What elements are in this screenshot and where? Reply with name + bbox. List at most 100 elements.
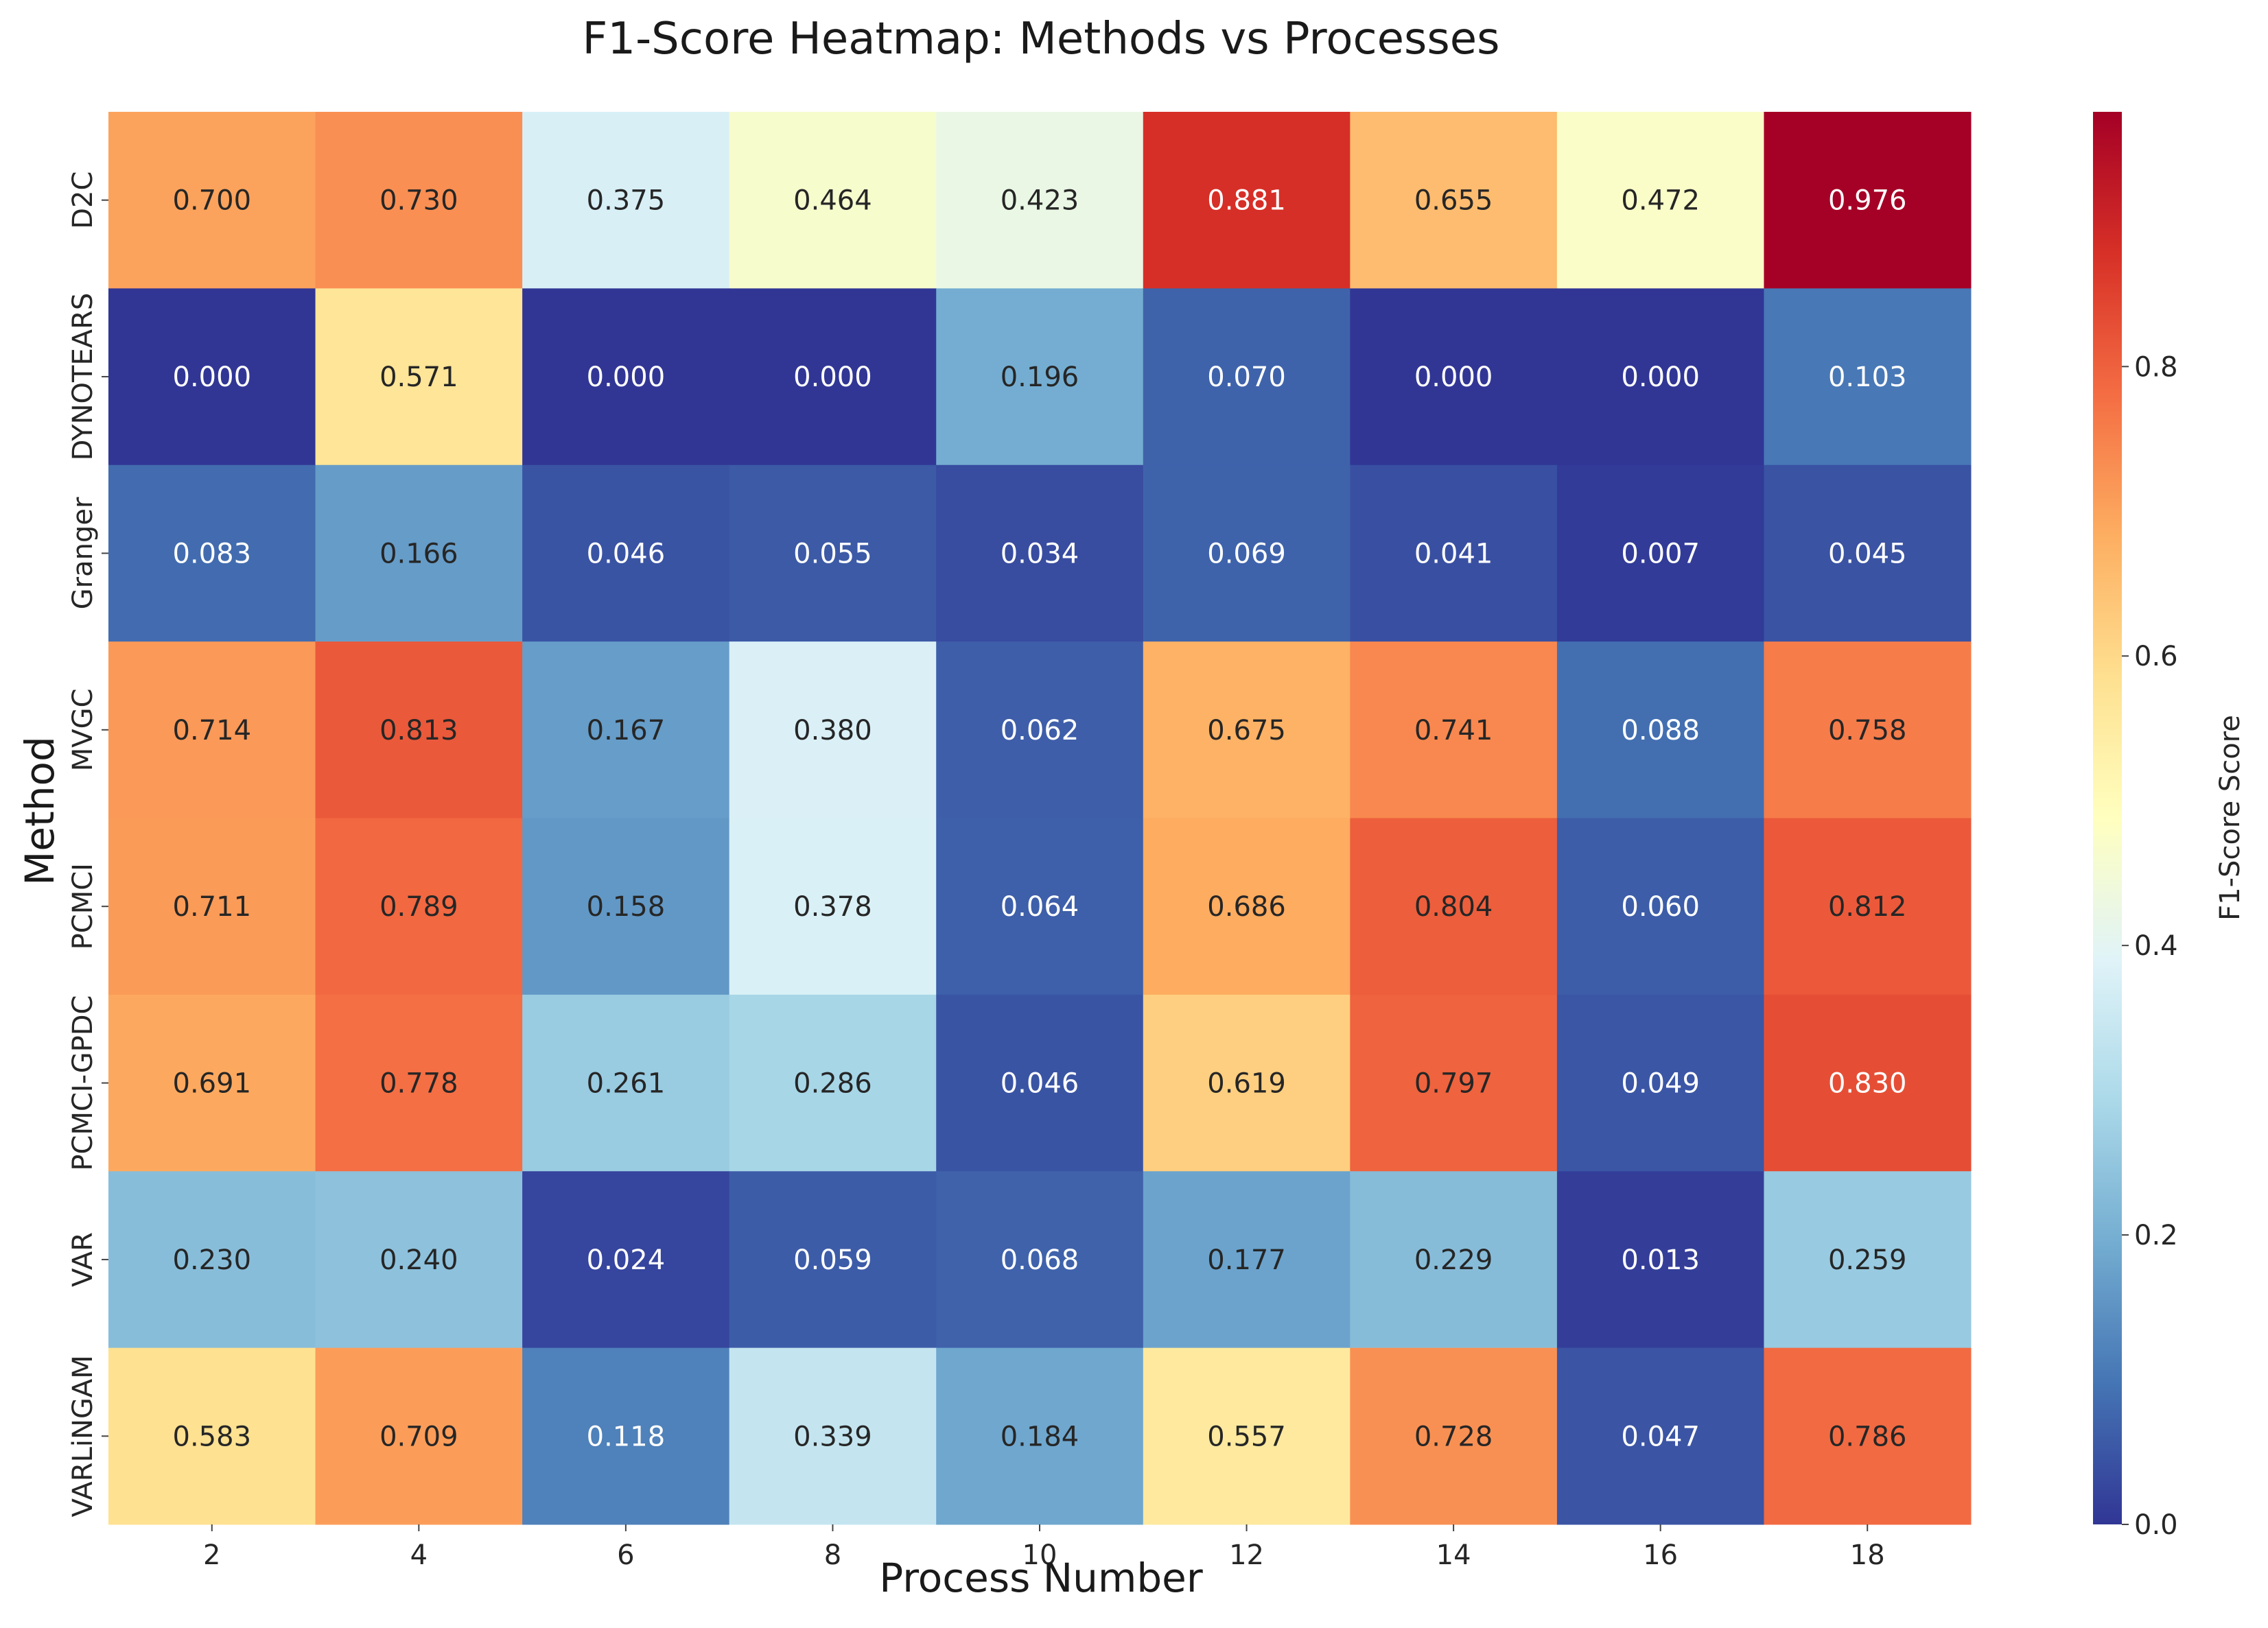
cell-value-label: 0.700 xyxy=(173,185,252,217)
cell-value-label: 0.000 xyxy=(173,362,252,393)
cell-value-label: 0.229 xyxy=(1414,1244,1493,1276)
heatmap-cell-PCMCI-6 xyxy=(522,818,730,995)
cell-value-label: 0.059 xyxy=(793,1244,872,1276)
cell-value-label: 0.070 xyxy=(1207,362,1286,393)
cell-value-label: 0.675 xyxy=(1207,715,1286,746)
colorbar-tick-label: 0.8 xyxy=(2134,351,2178,383)
cell-value-label: 0.619 xyxy=(1207,1068,1286,1100)
y-tick-label: Granger xyxy=(67,497,99,609)
x-tick-label: 6 xyxy=(617,1539,634,1571)
cell-value-label: 0.060 xyxy=(1621,891,1700,923)
cell-value-label: 0.691 xyxy=(173,1068,252,1100)
heatmap-cell-VARLiNGAM-18 xyxy=(1764,1347,1972,1525)
y-tick-label: MVGC xyxy=(67,688,99,771)
heatmap-cell-Granger-6 xyxy=(522,464,730,642)
heatmap-cell-PCMCI-GPDC-10 xyxy=(936,994,1144,1172)
heatmap-cell-VAR-2 xyxy=(108,1171,316,1349)
cell-value-label: 0.686 xyxy=(1207,891,1286,923)
cell-value-label: 0.464 xyxy=(793,185,872,217)
cell-value-label: 0.711 xyxy=(173,891,252,923)
y-tick-label: PCMCI xyxy=(67,863,99,949)
heatmap-cells: 0.700 0.730 0.375 0.464 0.423 0.881 0.655 0.472… xyxy=(108,112,1972,1525)
x-tick-label: 8 xyxy=(824,1539,841,1571)
heatmap-cell-DYNOTEARS-14 xyxy=(1350,288,1558,466)
heatmap-cell-PCMCI-8 xyxy=(729,818,937,995)
y-tick-labels: D2C DYNOTEARS Granger MVGC PCMCI PCMCI-GPDC VA… xyxy=(67,172,108,1517)
cell-value-label: 0.261 xyxy=(587,1068,666,1100)
heatmap-cell-MVGC-4 xyxy=(315,641,523,818)
colorbar-ticks: 0.0 0.2 0.4 0.6 0.8 xyxy=(2122,351,2178,1541)
heatmap-cell-PCMCI-GPDC-2 xyxy=(108,994,316,1172)
cell-value-label: 0.007 xyxy=(1621,538,1700,569)
heatmap-cell-VARLiNGAM-10 xyxy=(936,1347,1144,1525)
cell-value-label: 0.013 xyxy=(1621,1244,1700,1276)
cell-value-label: 0.378 xyxy=(793,891,872,923)
heatmap-cell-D2C-14 xyxy=(1350,112,1558,289)
cell-value-label: 0.789 xyxy=(379,891,458,923)
cell-value-label: 0.000 xyxy=(793,362,872,393)
cell-value-label: 0.000 xyxy=(1414,362,1493,393)
cell-value-label: 0.741 xyxy=(1414,715,1493,746)
cell-value-label: 0.041 xyxy=(1414,538,1493,569)
cell-value-label: 0.881 xyxy=(1207,185,1286,217)
heatmap-cell-MVGC-18 xyxy=(1764,641,1972,818)
cell-value-label: 0.034 xyxy=(1001,538,1079,569)
y-tick-label: D2C xyxy=(67,172,99,229)
cell-value-label: 0.000 xyxy=(587,362,666,393)
x-tick-label: 18 xyxy=(1850,1539,1885,1571)
heatmap-cell-PCMCI-GPDC-14 xyxy=(1350,994,1558,1172)
cell-value-label: 0.812 xyxy=(1828,891,1907,923)
heatmap-cell-DYNOTEARS-12 xyxy=(1143,288,1351,466)
heatmap-cell-PCMCI-GPDC-8 xyxy=(729,994,937,1172)
cell-value-label: 0.786 xyxy=(1828,1421,1907,1452)
y-axis-label: Method xyxy=(16,736,63,886)
colorbar-tick-label: 0.0 xyxy=(2134,1509,2178,1541)
heatmap-cell-VARLiNGAM-12 xyxy=(1143,1347,1351,1525)
cell-value-label: 0.380 xyxy=(793,715,872,746)
heatmap-cell-D2C-6 xyxy=(522,112,730,289)
heatmap-cell-D2C-16 xyxy=(1556,112,1764,289)
x-axis-label: Process Number xyxy=(879,1555,1203,1601)
cell-value-label: 0.062 xyxy=(1001,715,1079,746)
cell-value-label: 0.813 xyxy=(379,715,458,746)
cell-value-label: 0.177 xyxy=(1207,1244,1286,1276)
heatmap-cell-D2C-12 xyxy=(1143,112,1351,289)
heatmap-cell-Granger-18 xyxy=(1764,464,1972,642)
cell-value-label: 0.655 xyxy=(1414,185,1493,217)
cell-value-label: 0.046 xyxy=(1001,1068,1079,1100)
heatmap-cell-VARLiNGAM-8 xyxy=(729,1347,937,1525)
cell-value-label: 0.472 xyxy=(1621,185,1700,217)
heatmap-cell-VARLiNGAM-6 xyxy=(522,1347,730,1525)
heatmap-cell-Granger-8 xyxy=(729,464,937,642)
cell-value-label: 0.571 xyxy=(379,362,458,393)
heatmap-cell-VARLiNGAM-4 xyxy=(315,1347,523,1525)
heatmap-cell-PCMCI-4 xyxy=(315,818,523,995)
cell-value-label: 0.069 xyxy=(1207,538,1286,569)
cell-value-label: 0.230 xyxy=(173,1244,252,1276)
cell-value-label: 0.804 xyxy=(1414,891,1493,923)
heatmap-cell-PCMCI-18 xyxy=(1764,818,1972,995)
cell-value-label: 0.047 xyxy=(1621,1421,1700,1452)
heatmap-cell-VAR-4 xyxy=(315,1171,523,1349)
x-tick-label: 16 xyxy=(1643,1539,1678,1571)
heatmap-cell-MVGC-8 xyxy=(729,641,937,818)
heatmap-cell-PCMCI-12 xyxy=(1143,818,1351,995)
cell-value-label: 0.064 xyxy=(1001,891,1079,923)
heatmap-cell-Granger-14 xyxy=(1350,464,1558,642)
x-tick-labels: 2 4 6 8 10 12 14 16 18 xyxy=(203,1524,1885,1571)
y-tick-label: VAR xyxy=(67,1232,99,1287)
cell-value-label: 0.046 xyxy=(587,538,666,569)
heatmap-cell-PCMCI-10 xyxy=(936,818,1144,995)
chart-title: F1-Score Heatmap: Methods vs Processes xyxy=(583,14,1500,64)
cell-value-label: 0.778 xyxy=(379,1068,458,1100)
colorbar-tick-label: 0.2 xyxy=(2134,1220,2178,1251)
heatmap-cell-PCMCI-GPDC-18 xyxy=(1764,994,1972,1172)
cell-value-label: 0.758 xyxy=(1828,715,1907,746)
heatmap-cell-PCMCI-GPDC-12 xyxy=(1143,994,1351,1172)
cell-value-label: 0.730 xyxy=(379,185,458,217)
x-tick-label: 14 xyxy=(1436,1539,1471,1571)
heatmap-cell-Granger-10 xyxy=(936,464,1144,642)
heatmap-cell-PCMCI-16 xyxy=(1556,818,1764,995)
y-tick-label: VARLiNGAM xyxy=(67,1355,99,1517)
